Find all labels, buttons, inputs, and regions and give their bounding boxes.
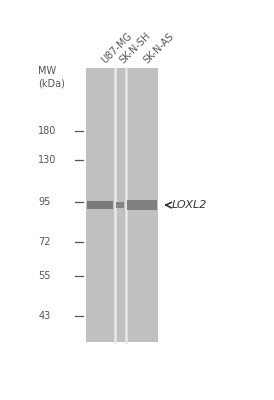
Bar xyxy=(116,202,124,208)
Bar xyxy=(87,201,113,209)
Text: 72: 72 xyxy=(38,237,51,247)
Bar xyxy=(86,68,158,342)
Text: MW
(kDa): MW (kDa) xyxy=(38,66,65,88)
Text: SK-N-AS: SK-N-AS xyxy=(141,31,176,65)
Text: U87-MG: U87-MG xyxy=(99,30,134,65)
Text: LOXL2: LOXL2 xyxy=(172,200,207,210)
Text: 55: 55 xyxy=(38,271,51,281)
Text: 43: 43 xyxy=(38,311,50,321)
Text: 180: 180 xyxy=(38,126,56,136)
Text: SK-N-SH: SK-N-SH xyxy=(118,30,153,65)
Text: 130: 130 xyxy=(38,156,56,166)
Bar xyxy=(127,200,157,210)
Text: 95: 95 xyxy=(38,197,50,207)
